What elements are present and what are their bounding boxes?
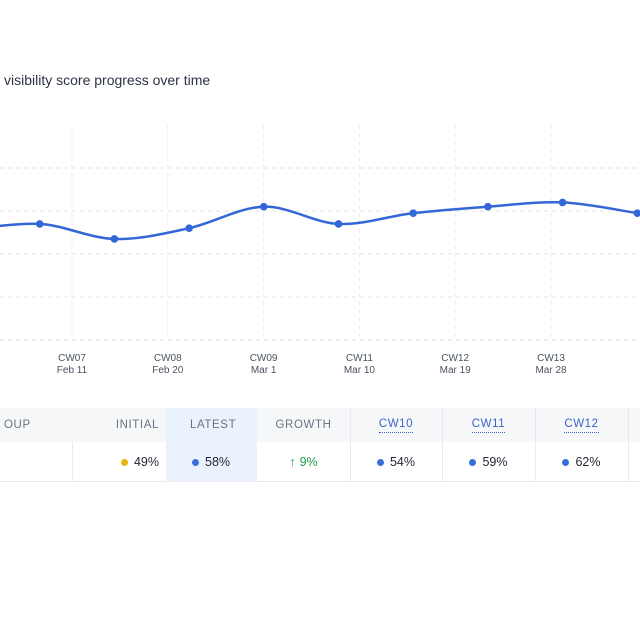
header-label[interactable]: CW12: [564, 418, 599, 433]
value: 49%: [133, 455, 159, 469]
col-border: [72, 442, 73, 482]
x-tick-date: Mar 19: [440, 365, 472, 376]
col-border: [442, 408, 443, 482]
value: 58%: [205, 455, 231, 469]
point: [334, 220, 343, 228]
value-cell: 49%: [72, 442, 159, 482]
header-cell: CW12: [535, 408, 628, 442]
point: [409, 209, 418, 217]
x-tick-date: Mar 10: [344, 365, 376, 376]
row-border: [0, 481, 640, 482]
x-tick-date: Mar 1: [251, 365, 277, 376]
header-label[interactable]: CW11: [471, 418, 506, 433]
point: [260, 202, 268, 211]
value-cell: 59%: [442, 442, 535, 482]
point: [35, 220, 44, 228]
summary-table: OUP INITIAL LATEST GROWTH CW10 CW11 CW12…: [0, 408, 640, 482]
header-cell: LATEST: [190, 419, 237, 431]
header-cell: INITIAL: [115, 419, 159, 431]
value: 62%: [575, 455, 601, 469]
x-tick-week: CW12: [441, 353, 469, 364]
dot: [192, 458, 199, 466]
value-cell: 54%: [350, 442, 442, 482]
point: [484, 202, 492, 211]
point: [633, 209, 640, 217]
value: 59%: [482, 455, 508, 469]
col-border: [535, 408, 536, 482]
value: 9%: [299, 455, 318, 469]
x-tick-week: CW09: [250, 353, 278, 364]
dot: [562, 458, 570, 466]
latest-highlight: [166, 408, 257, 482]
dot: [120, 458, 128, 466]
chart-subtitle: l visibility score progress over time: [0, 72, 211, 88]
header-cell: CW10: [350, 408, 442, 442]
col-border: [350, 408, 351, 482]
x-tick-week: CW13: [537, 353, 565, 364]
header-cell: OUP: [4, 419, 31, 431]
x-tick-date: Mar 28: [535, 365, 567, 376]
value-cell: 62%: [535, 442, 628, 482]
point: [185, 224, 193, 232]
x-tick-week: CW11: [346, 353, 373, 364]
header-label[interactable]: CW10: [378, 418, 414, 433]
point: [558, 198, 567, 207]
value-cell: ↑ 9%: [257, 442, 350, 482]
dot: [469, 458, 477, 466]
x-tick-date: Feb 11: [57, 365, 88, 376]
value: 54%: [389, 455, 416, 469]
x-tick-week: CW08: [154, 353, 182, 364]
value-cell: 58%: [192, 442, 252, 482]
header-cell: CW11: [442, 408, 535, 442]
point: [110, 235, 119, 243]
dot: [376, 458, 384, 466]
arrow-up: ↑: [289, 455, 296, 469]
line: [0, 200, 638, 241]
header-bg: [0, 408, 640, 442]
header-cell: GROWTH: [275, 419, 332, 431]
x-tick-date: Feb 20: [152, 365, 184, 376]
x-tick-week: CW07: [58, 353, 86, 364]
col-border: [628, 408, 629, 482]
